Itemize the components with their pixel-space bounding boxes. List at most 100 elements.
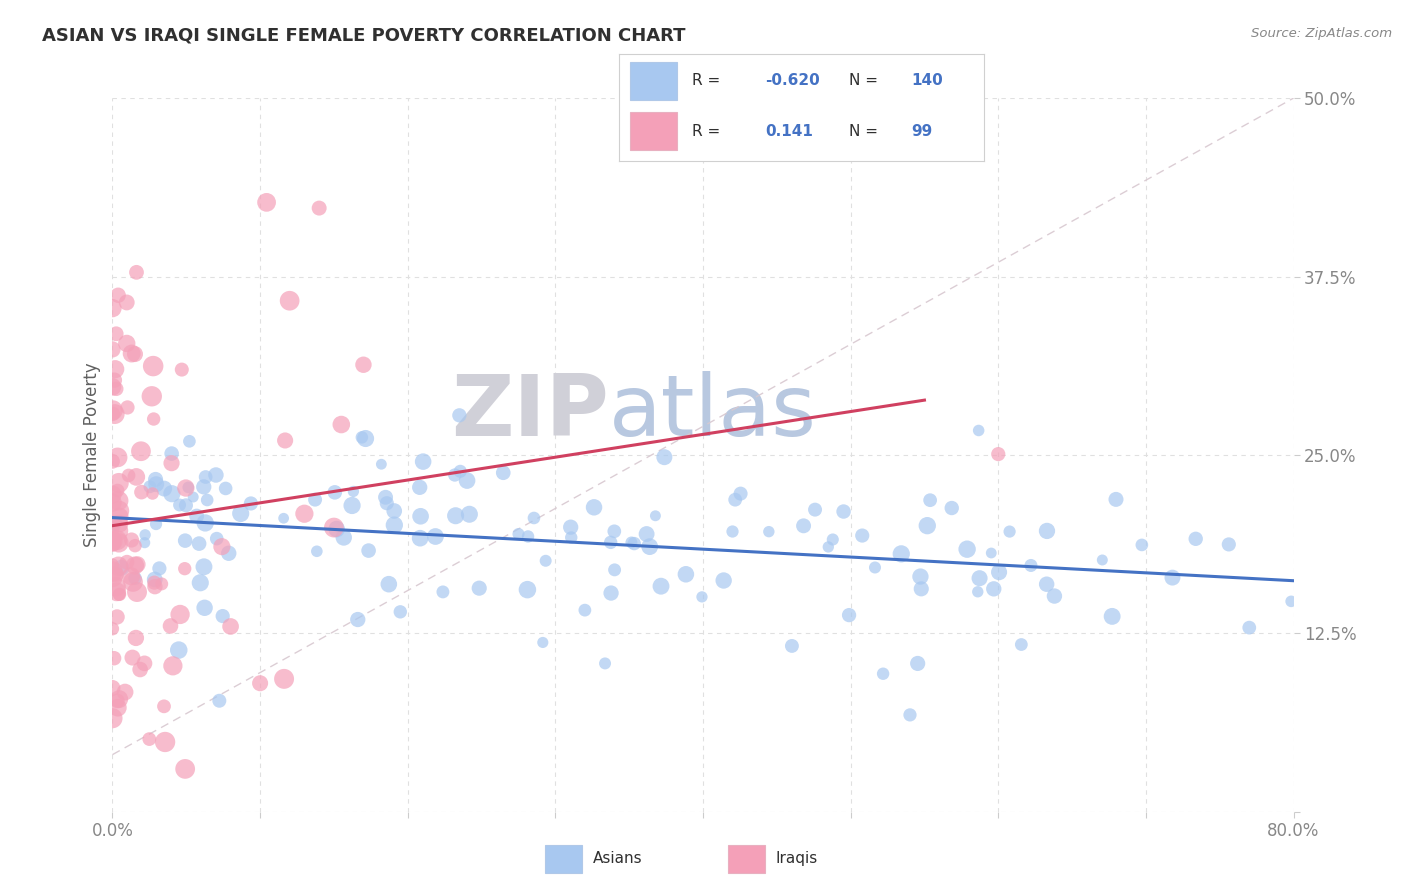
Point bbox=[124, 571, 146, 585]
Text: N =: N = bbox=[849, 73, 877, 88]
Point bbox=[378, 577, 401, 591]
Point bbox=[292, 507, 315, 521]
Point bbox=[374, 490, 396, 504]
Text: R =: R = bbox=[692, 73, 720, 88]
Point bbox=[675, 567, 697, 582]
Point bbox=[308, 201, 330, 215]
Point bbox=[101, 301, 124, 315]
Point bbox=[273, 672, 295, 686]
Point bbox=[160, 447, 183, 461]
Point bbox=[145, 472, 167, 486]
Point bbox=[107, 559, 129, 574]
Point bbox=[492, 466, 515, 480]
Point bbox=[122, 574, 145, 589]
Point bbox=[1043, 589, 1066, 603]
Point bbox=[998, 524, 1021, 539]
Point bbox=[129, 444, 152, 458]
Point bbox=[107, 524, 129, 538]
Point bbox=[101, 534, 124, 549]
Point bbox=[101, 711, 124, 725]
Text: ASIAN VS IRAQI SINGLE FEMALE POVERTY CORRELATION CHART: ASIAN VS IRAQI SINGLE FEMALE POVERTY COR… bbox=[42, 27, 686, 45]
Point bbox=[409, 531, 432, 545]
Point bbox=[121, 346, 143, 360]
Text: Iraqis: Iraqis bbox=[776, 851, 818, 866]
Point bbox=[193, 480, 215, 494]
Text: 99: 99 bbox=[911, 124, 932, 138]
Point bbox=[174, 533, 197, 548]
Point bbox=[101, 380, 124, 394]
Point bbox=[101, 495, 124, 509]
Point bbox=[508, 527, 530, 541]
Text: 140: 140 bbox=[911, 73, 943, 88]
Point bbox=[1101, 609, 1123, 624]
Point bbox=[101, 565, 124, 579]
Point bbox=[173, 562, 195, 576]
Point bbox=[350, 430, 373, 444]
Point bbox=[1130, 538, 1153, 552]
Point bbox=[690, 590, 713, 604]
Point bbox=[117, 468, 139, 483]
Point bbox=[181, 490, 204, 504]
Point bbox=[620, 535, 643, 549]
Point bbox=[105, 694, 128, 708]
Point bbox=[910, 582, 932, 596]
Point bbox=[105, 567, 128, 582]
Point bbox=[134, 528, 156, 542]
Point bbox=[967, 424, 990, 438]
Point bbox=[1091, 553, 1114, 567]
Point bbox=[139, 480, 162, 494]
Point bbox=[134, 657, 156, 671]
Point bbox=[219, 619, 242, 633]
Point bbox=[1279, 594, 1302, 608]
Point bbox=[638, 540, 661, 554]
Point bbox=[340, 499, 363, 513]
Point bbox=[804, 502, 827, 516]
Point bbox=[983, 582, 1005, 596]
Point bbox=[1019, 558, 1042, 573]
Point bbox=[143, 573, 166, 587]
Point bbox=[169, 607, 191, 622]
Point bbox=[304, 492, 326, 507]
Point bbox=[101, 487, 124, 501]
Point bbox=[108, 536, 131, 550]
Point bbox=[186, 509, 208, 524]
Point bbox=[623, 536, 645, 550]
Point bbox=[193, 559, 215, 574]
Point bbox=[523, 511, 546, 525]
Point bbox=[205, 468, 228, 483]
Point bbox=[838, 608, 860, 623]
Point bbox=[273, 511, 295, 525]
Point bbox=[832, 504, 855, 518]
Point bbox=[817, 540, 839, 554]
Point bbox=[101, 454, 124, 468]
Point bbox=[101, 558, 124, 572]
Point bbox=[107, 450, 129, 465]
Point bbox=[654, 450, 676, 465]
Point bbox=[1035, 577, 1057, 591]
Point bbox=[352, 358, 374, 372]
Point bbox=[129, 663, 152, 677]
Point bbox=[195, 493, 218, 508]
Point bbox=[103, 373, 125, 387]
Point bbox=[114, 685, 136, 699]
Point bbox=[115, 295, 138, 310]
Point bbox=[167, 643, 190, 657]
Text: N =: N = bbox=[849, 124, 877, 138]
Text: 0.141: 0.141 bbox=[765, 124, 813, 138]
Point bbox=[162, 658, 184, 673]
Point bbox=[104, 407, 127, 421]
Point bbox=[170, 362, 193, 376]
Point bbox=[357, 543, 380, 558]
Point bbox=[332, 531, 354, 545]
Point bbox=[600, 586, 623, 600]
Point bbox=[449, 464, 471, 478]
Point bbox=[516, 582, 538, 597]
Point bbox=[330, 417, 353, 432]
Point bbox=[644, 508, 666, 523]
Point bbox=[382, 518, 405, 533]
Text: atlas: atlas bbox=[609, 370, 817, 454]
Point bbox=[412, 455, 434, 469]
Point bbox=[323, 485, 346, 500]
Point bbox=[174, 498, 197, 512]
Point bbox=[375, 496, 398, 510]
